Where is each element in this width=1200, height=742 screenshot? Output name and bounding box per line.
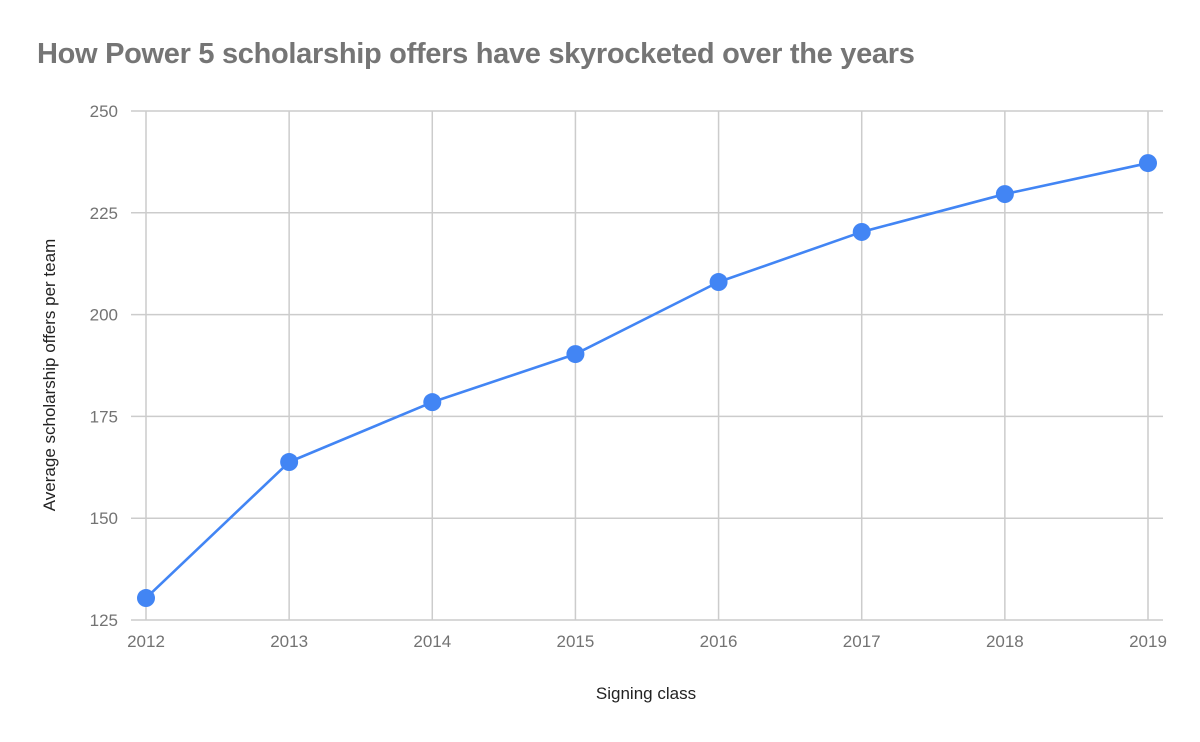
y-gridlines <box>131 110 1163 621</box>
data-point <box>852 222 871 241</box>
series-line <box>144 161 1150 600</box>
y-tick-label: 200 <box>90 306 118 325</box>
x-tick-label: 2015 <box>557 632 595 651</box>
data-point <box>995 185 1014 204</box>
x-gridlines <box>145 111 1149 620</box>
y-tick-label: 225 <box>90 204 118 223</box>
data-point <box>709 273 728 292</box>
data-points <box>137 154 1157 608</box>
data-point <box>280 453 299 472</box>
y-axis-label: Average scholarship offers per team <box>40 239 59 511</box>
chart-title: How Power 5 scholarship offers have skyr… <box>37 38 915 70</box>
data-point <box>423 393 442 412</box>
data-point <box>137 589 155 608</box>
x-tick-label: 2013 <box>270 632 308 651</box>
x-tick-label: 2017 <box>843 632 881 651</box>
x-tick-label: 2012 <box>127 632 165 651</box>
data-point <box>1139 154 1157 173</box>
x-axis-ticks: 2012 2013 2014 2015 2016 2017 2018 2019 <box>127 632 1167 651</box>
x-tick-label: 2019 <box>1129 632 1167 651</box>
y-tick-label: 250 <box>90 102 118 121</box>
y-tick-label: 125 <box>90 611 118 630</box>
y-tick-label: 175 <box>90 407 118 426</box>
y-tick-label: 150 <box>90 509 118 528</box>
x-tick-label: 2016 <box>700 632 738 651</box>
y-axis-ticks: 125 150 175 200 225 250 <box>90 102 118 630</box>
x-tick-label: 2014 <box>413 632 451 651</box>
x-axis-label: Signing class <box>596 684 696 703</box>
x-tick-label: 2018 <box>986 632 1024 651</box>
data-point <box>566 345 585 364</box>
